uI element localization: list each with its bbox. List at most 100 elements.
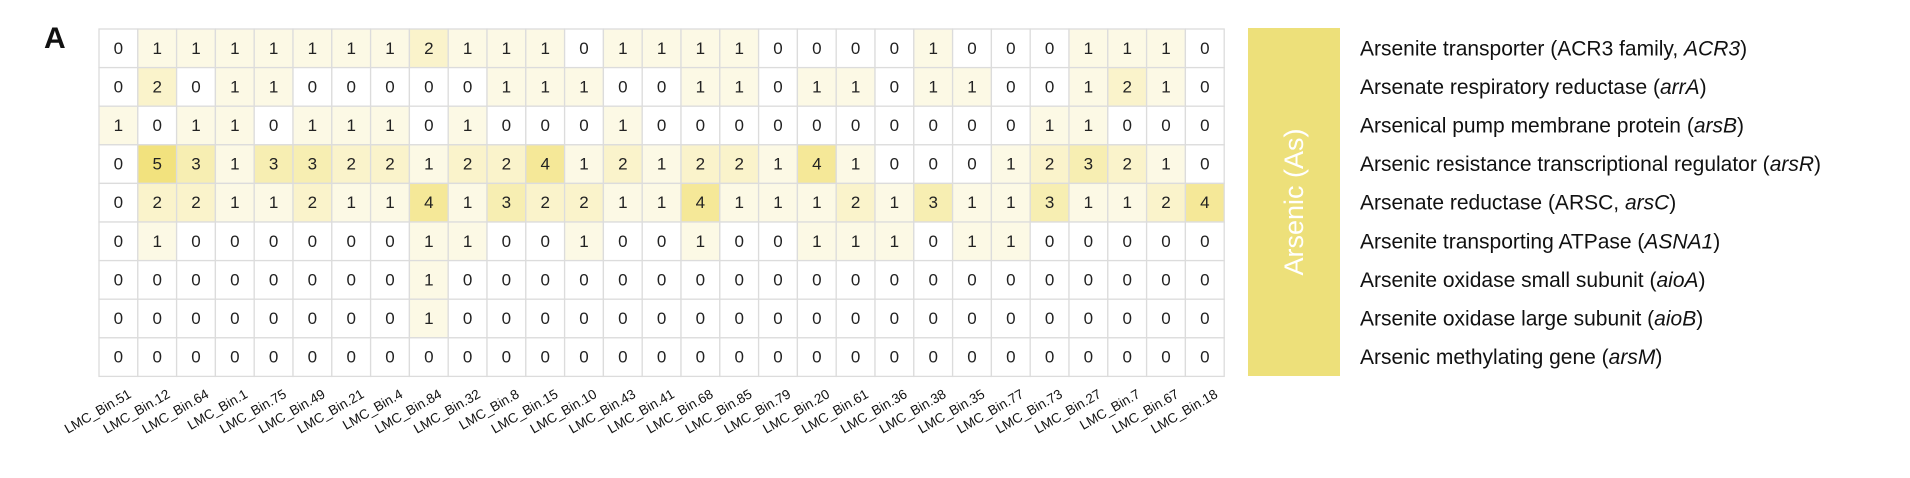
- cell-value: 4: [540, 155, 549, 174]
- cell-value: 1: [773, 193, 782, 212]
- heatmap-cell: [680, 66, 721, 107]
- cell-value: 0: [269, 116, 278, 135]
- cell-value: 0: [1122, 232, 1131, 251]
- cell-value: 0: [1006, 309, 1015, 328]
- heatmap-cell: [835, 28, 876, 69]
- cell-value: 0: [114, 309, 123, 328]
- heatmap-cell: [1107, 182, 1148, 223]
- heatmap-cell: [486, 337, 527, 378]
- cell-value: 1: [346, 116, 355, 135]
- cell-value: 0: [1200, 116, 1209, 135]
- heatmap-cell: [369, 144, 411, 185]
- heatmap-cell: [913, 259, 954, 300]
- cell-value: 0: [346, 232, 355, 251]
- heatmap-cell: [951, 28, 993, 69]
- cell-value: 0: [540, 309, 549, 328]
- cell-value: 3: [1045, 193, 1054, 212]
- cell-value: 0: [579, 348, 588, 367]
- cell-value: 1: [1161, 155, 1170, 174]
- cell-value: 1: [1084, 116, 1093, 135]
- cell-value: 0: [812, 39, 821, 58]
- cell-value: 2: [152, 193, 161, 212]
- cell-value: 3: [502, 193, 511, 212]
- cell-value: 0: [540, 116, 549, 135]
- cell-value: 2: [851, 193, 860, 212]
- cell-value: 0: [618, 348, 627, 367]
- heatmap-cell: [1029, 144, 1070, 185]
- heatmap-cell: [214, 144, 255, 185]
- heatmap-cell: [214, 298, 255, 339]
- cell-value: 0: [502, 348, 511, 367]
- cell-value: 0: [812, 309, 821, 328]
- cell-value: 1: [1122, 193, 1131, 212]
- cell-value: 1: [230, 39, 239, 58]
- cell-value: 0: [928, 309, 937, 328]
- cell-value: 0: [579, 270, 588, 289]
- heatmap-cell: [214, 182, 255, 223]
- cell-value: 1: [851, 155, 860, 174]
- heatmap-cell: [1184, 144, 1225, 185]
- heatmap-cell: [98, 105, 139, 146]
- cell-value: 1: [851, 77, 860, 96]
- heatmap-cell: [641, 105, 682, 146]
- heatmap-cell: [214, 259, 255, 300]
- cell-value: 0: [114, 155, 123, 174]
- cell-value: 0: [851, 270, 860, 289]
- cell-value: 1: [618, 116, 627, 135]
- cell-value: 1: [230, 77, 239, 96]
- cell-value: 0: [230, 348, 239, 367]
- cell-value: 0: [424, 116, 433, 135]
- cell-value: 0: [1122, 309, 1131, 328]
- cell-value: 1: [618, 39, 627, 58]
- cell-value: 0: [1161, 116, 1170, 135]
- cell-value: 2: [1161, 193, 1170, 212]
- heatmap-cell: [1145, 337, 1187, 378]
- cell-value: 0: [1006, 348, 1015, 367]
- cell-value: 0: [463, 270, 472, 289]
- row-label: Arsenic resistance transcriptional regul…: [1360, 153, 1821, 176]
- cell-value: 0: [191, 77, 200, 96]
- cell-value: 0: [734, 116, 743, 135]
- cell-value: 0: [269, 348, 278, 367]
- cell-value: 0: [1161, 348, 1170, 367]
- heatmap-cell: [175, 221, 217, 262]
- cell-value: 0: [346, 270, 355, 289]
- heatmap-cell: [1107, 66, 1148, 107]
- cell-value: 0: [385, 309, 394, 328]
- row-label: Arsenite oxidase small subunit (aioA): [1360, 268, 1706, 291]
- cell-value: 0: [734, 232, 743, 251]
- heatmap-cell: [757, 298, 799, 339]
- cell-value: 1: [152, 232, 161, 251]
- heatmap-cell: [175, 298, 217, 339]
- cell-value: 0: [269, 309, 278, 328]
- cell-value: 1: [579, 77, 588, 96]
- heatmap-cell: [447, 105, 488, 146]
- heatmap-cells: 0 1 1 1 1 1 1 1 2 1 1 1 0 1 1 1 1 0 0 0 0 1 0 0 0 1 1 1 0 0 2 0 1 1 0 0 0 0 0 1…: [98, 28, 1225, 378]
- panel-label: A: [44, 22, 66, 55]
- cell-value: 0: [114, 193, 123, 212]
- cell-value: 0: [152, 116, 161, 135]
- cell-value: 0: [1084, 232, 1093, 251]
- heatmap-cell: [369, 337, 411, 378]
- cell-value: 1: [696, 77, 705, 96]
- cell-value: 0: [1161, 270, 1170, 289]
- cell-value: 1: [967, 193, 976, 212]
- cell-value: 0: [114, 232, 123, 251]
- cell-value: 0: [308, 232, 317, 251]
- heatmap-cell: [602, 337, 643, 378]
- heatmap-cell: [137, 221, 178, 262]
- cell-value: 2: [463, 155, 472, 174]
- heatmap-cell: [1068, 337, 1109, 378]
- cell-value: 1: [579, 232, 588, 251]
- cell-value: 0: [1200, 39, 1209, 58]
- heatmap-cell: [486, 298, 527, 339]
- cell-value: 1: [812, 232, 821, 251]
- cell-value: 1: [424, 270, 433, 289]
- cell-value: 0: [967, 155, 976, 174]
- cell-value: 0: [1045, 77, 1054, 96]
- cell-value: 0: [463, 77, 472, 96]
- cell-value: 1: [1161, 39, 1170, 58]
- cell-value: 0: [851, 116, 860, 135]
